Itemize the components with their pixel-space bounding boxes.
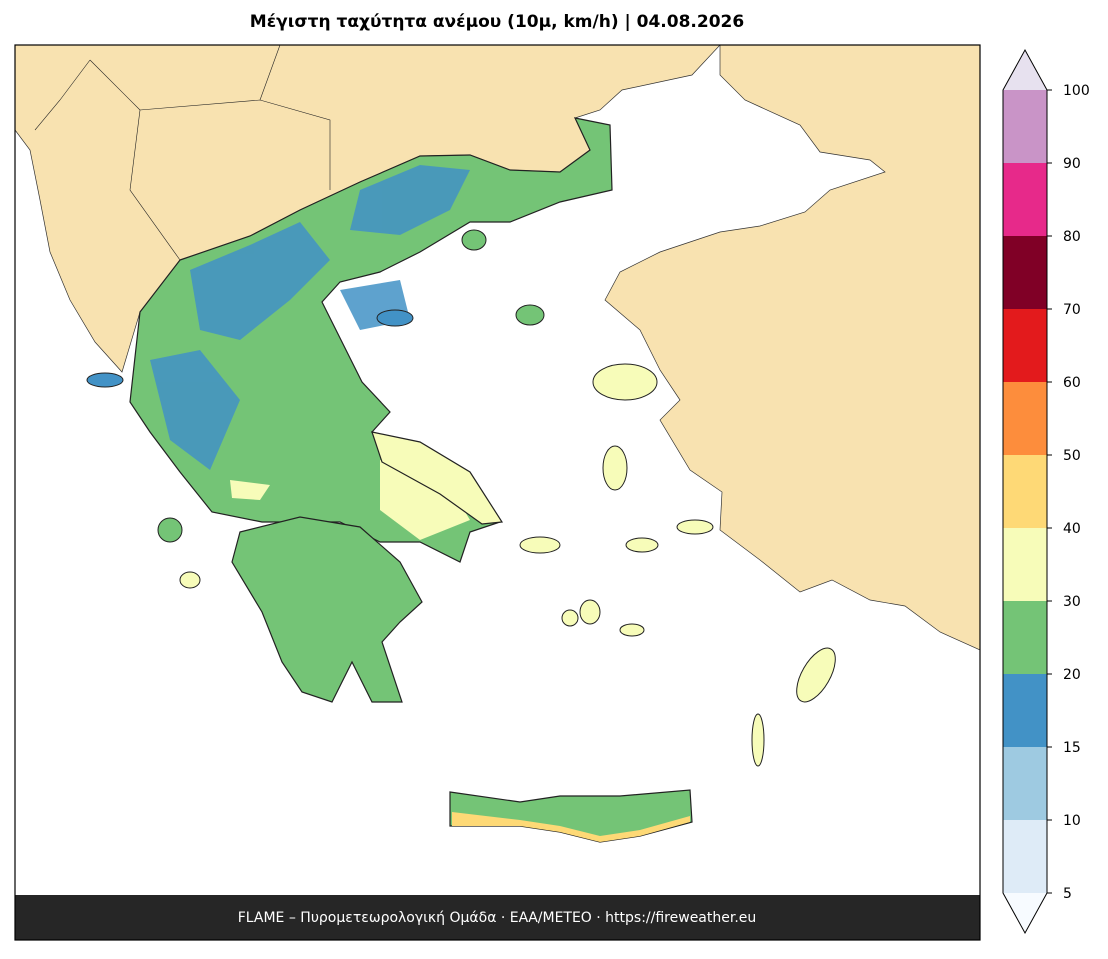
colorbar-bin [1003, 236, 1047, 309]
footer-band [15, 895, 980, 940]
colorbar-tick-label: 5 [1063, 886, 1072, 902]
colorbar-bin [1003, 528, 1047, 601]
colorbar-bin [1003, 163, 1047, 236]
colorbar-tick-label: 40 [1063, 521, 1081, 537]
colorbar-bin [1003, 601, 1047, 674]
extend-high [1003, 50, 1047, 90]
colorbar-tick-label: 70 [1063, 302, 1081, 318]
map-frame [14, 44, 981, 941]
colorbar-bin [1003, 90, 1047, 163]
turkey-land [604, 44, 981, 651]
colorbar-tick-label: 80 [1063, 229, 1081, 245]
colorbar-tick-label: 20 [1063, 667, 1081, 683]
colorbar-bin [1003, 747, 1047, 820]
evia [371, 431, 504, 525]
colorbar-tick-label: 15 [1063, 740, 1081, 756]
colorbar-bin [1003, 309, 1047, 382]
colorbar-bin [1003, 455, 1047, 528]
peloponnese [231, 516, 423, 703]
colorbar-tick-label: 60 [1063, 375, 1081, 391]
extend-low [1003, 893, 1047, 933]
colorbar-bin [1003, 820, 1047, 893]
wind-patches-light [230, 460, 470, 540]
map-title: Μέγιστη ταχύτητα ανέμου (10μ, km/h) | 04… [250, 12, 744, 32]
colorbar-bin [1003, 674, 1047, 747]
colorbar-tick-label: 90 [1063, 156, 1081, 172]
colorbar-bin [1003, 382, 1047, 455]
colorbar-tick-label: 10 [1063, 813, 1081, 829]
map: FLAME – Πυρομετεωρολογική Ομάδα · ΕΑΑ/ME… [14, 44, 981, 941]
colorbar-tick-label: 30 [1063, 594, 1081, 610]
footer-text: FLAME – Πυρομετεωρολογική Ομάδα · ΕΑΑ/ME… [238, 910, 757, 926]
colorbar: 5 10 15 20 30 40 50 60 70 80 90 100 [1002, 48, 1090, 935]
colorbar-tick-label: 50 [1063, 448, 1081, 464]
crete-south [452, 812, 690, 842]
borders [34, 44, 331, 261]
islands [86, 229, 836, 767]
greece-mainland [129, 117, 613, 563]
colorbar-tick-label: 100 [1063, 83, 1090, 99]
